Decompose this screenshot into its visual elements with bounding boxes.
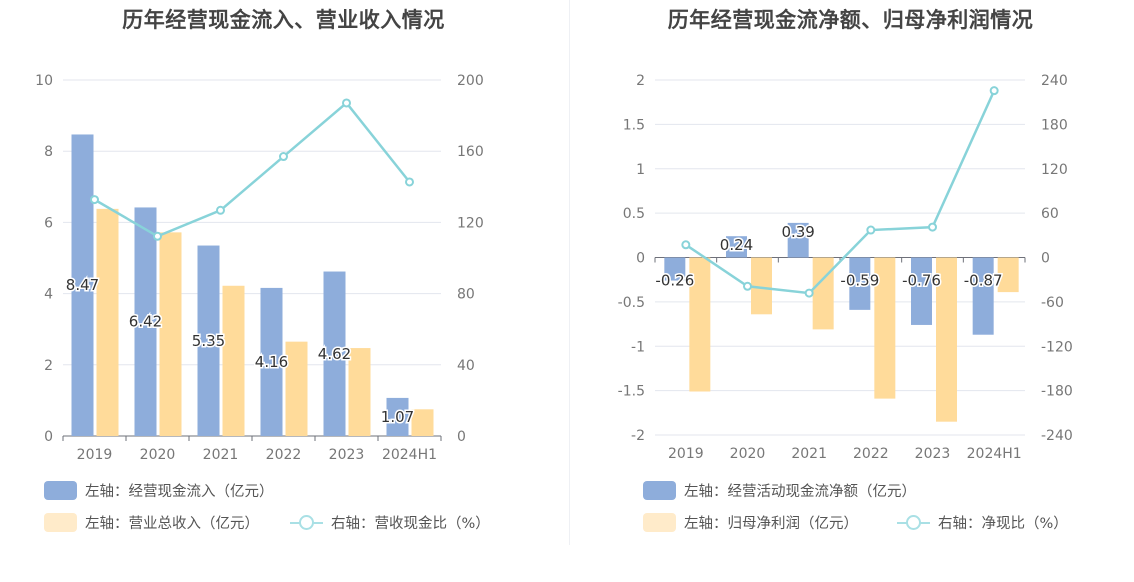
chart-panel-left: 历年经营现金流入、营业收入情况 0 2 4 6 8 10 0 40 80 120 160 200 201… <box>35 8 490 532</box>
right-axis-tick: 120 <box>1041 162 1068 178</box>
left-axis-tick: 0 <box>44 429 53 445</box>
bar-primary <box>134 207 157 436</box>
right-axis-tick: 200 <box>457 73 484 89</box>
left-axis-tick: 2 <box>636 73 645 89</box>
ratio-point <box>342 98 351 108</box>
left-axis-tick: -0.5 <box>618 295 645 311</box>
bar-primary <box>787 222 809 258</box>
ratio-point <box>804 288 814 298</box>
bar-secondary <box>222 285 245 436</box>
right-axis-tick: 180 <box>1041 117 1068 133</box>
right-axis-tick: 160 <box>457 144 484 160</box>
bar-data-label: 4.16 <box>255 353 288 371</box>
x-axis-label: 2020 <box>140 447 176 463</box>
bar-primary <box>726 236 747 258</box>
bar-data-label: 1.07 <box>381 408 414 426</box>
ratio-point <box>866 225 876 235</box>
bar-data-label: 6.42 <box>129 313 162 331</box>
bar-data-label: 4.62 <box>318 345 351 363</box>
bar-secondary <box>689 257 711 392</box>
ratio-point <box>989 86 999 96</box>
bar-primary <box>71 134 94 436</box>
right-axis-tick: 0 <box>1041 251 1050 267</box>
left-axis-tick: 0 <box>636 251 645 267</box>
bar-secondary <box>812 257 834 330</box>
left-axis-tick: -1.5 <box>618 384 645 400</box>
ratio-point <box>743 281 752 291</box>
bar-primary <box>849 257 871 310</box>
x-axis-label: 2021 <box>203 447 239 463</box>
ratio-point <box>681 240 691 250</box>
bar-secondary <box>96 208 119 436</box>
bar-secondary <box>936 257 957 422</box>
bar-primary <box>664 257 686 281</box>
ratio-point <box>90 195 99 205</box>
bar-primary <box>323 271 346 436</box>
left-axis-tick: 2 <box>44 358 53 374</box>
left-axis-tick: -2 <box>631 428 645 444</box>
bar-data-label: -0.59 <box>840 272 879 290</box>
chart-title-right: 历年经营现金流净额、归母净利润情况 <box>667 8 1034 32</box>
bar-secondary <box>874 257 896 399</box>
bar-data-label: 0.39 <box>781 223 814 241</box>
x-axis-label: 2024H1 <box>382 447 437 463</box>
x-axis-label: 2020 <box>730 446 766 462</box>
chart-left-svg: 0 2 4 6 8 10 0 40 80 120 160 200 2019 2020 2021 2022 202… <box>35 73 484 463</box>
left-axis-tick: 1.5 <box>623 117 645 133</box>
right-axis-tick: 40 <box>457 358 475 374</box>
left-axis-tick: 6 <box>44 215 53 231</box>
panel-divider <box>569 0 570 545</box>
x-axis-label: 2023 <box>915 446 951 462</box>
bar-primary <box>197 245 220 436</box>
left-axis-tick: 0.5 <box>623 206 645 222</box>
right-axis-tick: 80 <box>457 287 475 303</box>
bar-data-label: -0.87 <box>964 272 1003 290</box>
ratio-point <box>279 152 288 162</box>
right-axis-tick: -120 <box>1041 339 1073 355</box>
bar-primary <box>260 287 283 436</box>
left-axis-tick: 8 <box>44 144 53 160</box>
ratio-line <box>93 101 411 238</box>
x-axis-label: 2024H1 <box>967 446 1022 462</box>
right-axis-tick: -240 <box>1041 428 1073 444</box>
right-axis-tick: -180 <box>1041 384 1073 400</box>
right-axis-tick: 240 <box>1041 73 1068 89</box>
x-axis-label: 2019 <box>668 446 704 462</box>
right-axis-tick: 120 <box>457 215 484 231</box>
left-axis-tick: 10 <box>35 73 53 89</box>
bar-data-label: 8.47 <box>66 276 99 294</box>
chart-panel-right: 历年经营现金流净额、归母净利润情况 -2 -1.5 -1 -0.5 0 0.5 1 1.5 2-… <box>567 0 1134 582</box>
bar-secondary <box>159 232 182 436</box>
bar-secondary <box>285 341 308 436</box>
bar-primary <box>386 397 409 436</box>
bar-data-label: 5.35 <box>192 332 225 350</box>
x-axis-label: 2021 <box>791 446 827 462</box>
right-axis-tick: 60 <box>1041 206 1059 222</box>
right-axis-tick: -60 <box>1041 295 1064 311</box>
x-axis-label: 2019 <box>77 447 113 463</box>
x-axis-label: 2022 <box>853 446 889 462</box>
bar-secondary <box>997 257 1019 293</box>
ratio-point <box>216 205 225 215</box>
bar-data-label: -0.26 <box>655 272 694 290</box>
ratio-line <box>685 90 996 295</box>
bar-data-label: -0.76 <box>902 272 941 290</box>
bar-primary <box>911 257 932 325</box>
bar-secondary <box>411 409 434 436</box>
bar-primary <box>972 257 994 335</box>
left-axis-tick: 4 <box>44 287 53 303</box>
right-axis-tick: 0 <box>457 429 466 445</box>
left-axis-tick: -1 <box>631 339 645 355</box>
x-axis-label: 2022 <box>266 447 302 463</box>
bar-data-label: 0.24 <box>720 236 753 254</box>
ratio-point <box>405 177 414 187</box>
x-axis-label: 2023 <box>329 447 365 463</box>
chart-title-left: 历年经营现金流入、营业收入情况 <box>122 8 445 32</box>
ratio-point <box>928 222 937 232</box>
chart-right-svg: -2 -1.5 -1 -0.5 0 0.5 1 1.5 2 -240 -180 -120 -60 0 60 1… <box>618 73 1073 462</box>
bar-secondary <box>348 348 371 436</box>
ratio-point <box>153 231 162 241</box>
bar-secondary <box>751 257 772 315</box>
left-axis-tick: 1 <box>636 162 645 178</box>
